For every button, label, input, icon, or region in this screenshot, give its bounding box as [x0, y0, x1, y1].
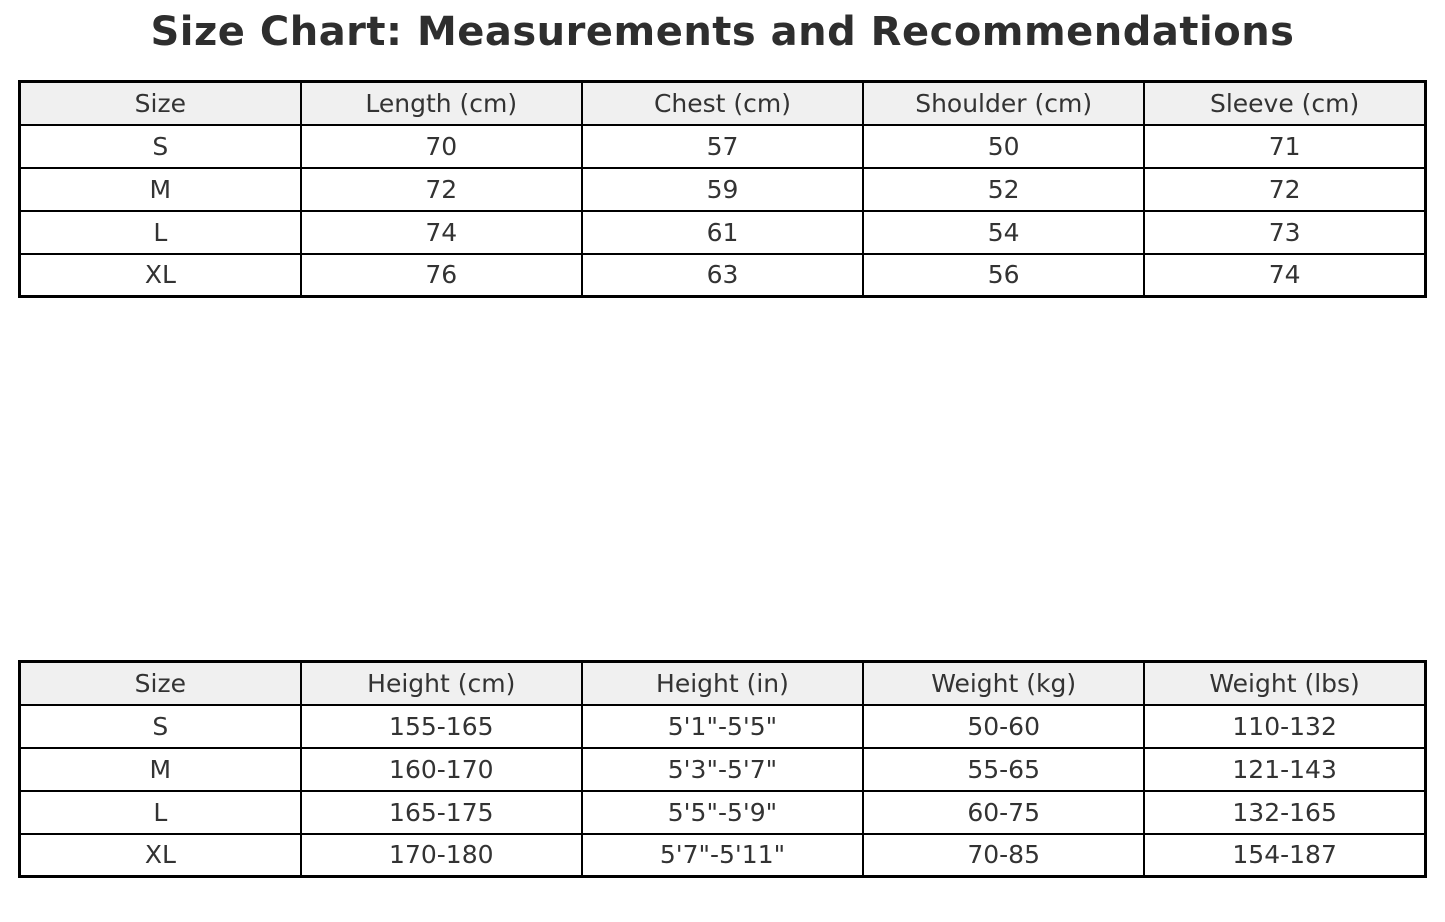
- column-header: Size: [18, 80, 302, 126]
- table-cell: 165-175: [299, 789, 583, 835]
- table-cell: 57: [580, 123, 865, 169]
- table-cell: 170-180: [299, 832, 583, 878]
- table-cell: 5'5"-5'9": [580, 789, 865, 835]
- column-header: Shoulder (cm): [862, 80, 1146, 126]
- table-cell: 71: [1143, 123, 1427, 169]
- table-cell: 72: [299, 166, 583, 212]
- table-cell: 63: [580, 252, 865, 298]
- table-cell: 55-65: [862, 746, 1146, 792]
- table-cell: 50: [862, 123, 1146, 169]
- table-cell: 5'7"-5'11": [580, 832, 865, 878]
- table-cell: 121-143: [1143, 746, 1427, 792]
- table-cell: M: [18, 166, 302, 212]
- column-header: Size: [18, 660, 302, 706]
- table-cell: 59: [580, 166, 865, 212]
- table-cell: 132-165: [1143, 789, 1427, 835]
- table-cell: 54: [862, 209, 1146, 255]
- table-cell: 70-85: [862, 832, 1146, 878]
- table-cell: 52: [862, 166, 1146, 212]
- table-row: S 155-165 5'1"-5'5" 50-60 110-132: [18, 703, 1427, 749]
- table-cell: 76: [299, 252, 583, 298]
- table-row: XL 76 63 56 74: [18, 252, 1427, 298]
- table-cell: 155-165: [299, 703, 583, 749]
- page-title: Size Chart: Measurements and Recommendat…: [150, 9, 1295, 55]
- table-cell: 50-60: [862, 703, 1146, 749]
- table-cell: 73: [1143, 209, 1427, 255]
- table-cell: 160-170: [299, 746, 583, 792]
- column-header: Length (cm): [299, 80, 583, 126]
- column-header: Sleeve (cm): [1143, 80, 1427, 126]
- table-cell: L: [18, 209, 302, 255]
- table-cell: 110-132: [1143, 703, 1427, 749]
- table-row: L 74 61 54 73: [18, 209, 1427, 255]
- measurements-table: Size Length (cm) Chest (cm) Shoulder (cm) Sl…: [18, 80, 1427, 298]
- table-row: S 70 57 50 71: [18, 123, 1427, 169]
- table-cell: 74: [299, 209, 583, 255]
- table-row: XL 170-180 5'7"-5'11" 70-85 154-187: [18, 832, 1427, 878]
- table-cell: 61: [580, 209, 865, 255]
- table-cell: S: [18, 703, 302, 749]
- table-header-row: Size Length (cm) Chest (cm) Shoulder (cm) Sl…: [18, 80, 1427, 126]
- table-row: L 165-175 5'5"-5'9" 60-75 132-165: [18, 789, 1427, 835]
- column-header: Weight (kg): [862, 660, 1146, 706]
- table-cell: M: [18, 746, 302, 792]
- table-cell: 154-187: [1143, 832, 1427, 878]
- column-header: Height (cm): [299, 660, 583, 706]
- table-row: M 72 59 52 72: [18, 166, 1427, 212]
- table-cell: 5'1"-5'5": [580, 703, 865, 749]
- table-cell: S: [18, 123, 302, 169]
- table-cell: 74: [1143, 252, 1427, 298]
- table-cell: 60-75: [862, 789, 1146, 835]
- table-row: M 160-170 5'3"-5'7" 55-65 121-143: [18, 746, 1427, 792]
- column-header: Height (in): [580, 660, 865, 706]
- table-cell: 5'3"-5'7": [580, 746, 865, 792]
- table-cell: XL: [18, 832, 302, 878]
- table-cell: XL: [18, 252, 302, 298]
- column-header: Chest (cm): [580, 80, 865, 126]
- table-cell: 56: [862, 252, 1146, 298]
- table-header-row: Size Height (cm) Height (in) Weight (kg) Wei…: [18, 660, 1427, 706]
- recommendations-table: Size Height (cm) Height (in) Weight (kg) Wei…: [18, 660, 1427, 878]
- table-cell: 70: [299, 123, 583, 169]
- table-cell: L: [18, 789, 302, 835]
- column-header: Weight (lbs): [1143, 660, 1427, 706]
- table-cell: 72: [1143, 166, 1427, 212]
